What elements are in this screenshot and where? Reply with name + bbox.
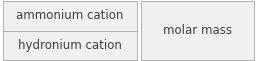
Text: ammonium cation: ammonium cation (16, 9, 124, 22)
Text: molar mass: molar mass (163, 24, 232, 37)
Bar (3, 30, 137, 60)
Bar (3, 1, 137, 30)
Bar (141, 1, 254, 60)
Text: hydronium cation: hydronium cation (18, 39, 122, 52)
